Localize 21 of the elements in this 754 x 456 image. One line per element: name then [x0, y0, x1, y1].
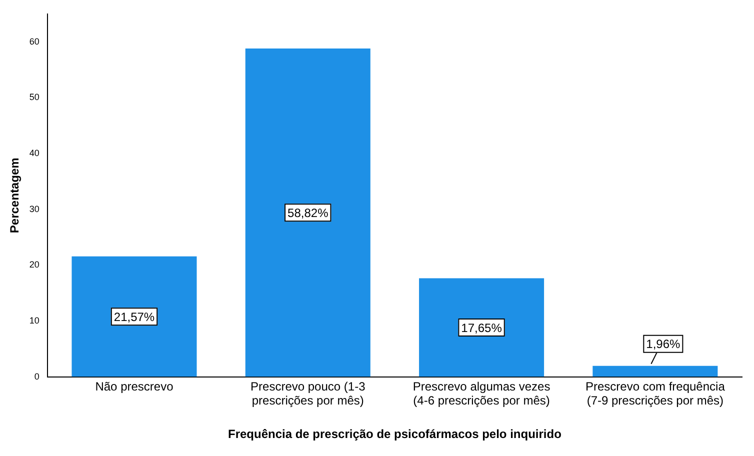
x-tick-label: Não prescrevo: [95, 379, 174, 394]
y-tick-label: 0: [34, 371, 40, 382]
y-tick-label: 50: [29, 92, 40, 102]
bar: [72, 256, 197, 377]
y-tick-label: 30: [29, 204, 40, 214]
y-tick-label: 10: [29, 315, 40, 326]
y-tick-label: 20: [29, 260, 40, 270]
x-axis-title: Frequência de prescrição de psicofármacos pelo inquirido: [228, 427, 562, 442]
bar: [245, 48, 370, 377]
x-tick-label: Prescrevo com frequência (7-9 prescrições por mês): [585, 379, 726, 408]
x-tick-label: Prescrevo algumas vezes (4-6 prescrições por mês): [412, 379, 550, 408]
y-axis-title: Percentagem: [8, 158, 22, 234]
y-tick-label: 60: [29, 36, 40, 46]
data-label: 21,57%: [114, 310, 155, 324]
data-label: 1,96%: [646, 337, 681, 352]
data-label: 58,82%: [288, 206, 329, 220]
bar: [419, 278, 544, 377]
data-label: 17,65%: [461, 320, 502, 335]
x-tick-label: Prescrevo pouco (1-3 prescrições por mês): [250, 379, 366, 408]
bar: [592, 366, 718, 377]
y-tick-label: 40: [29, 148, 40, 158]
